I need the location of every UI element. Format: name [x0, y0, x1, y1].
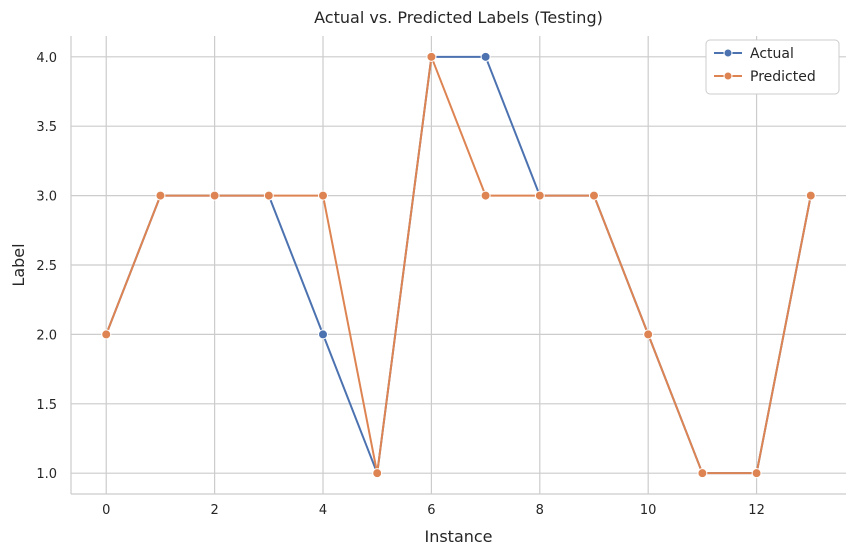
data-point-predicted — [426, 51, 437, 62]
x-axis-label: Instance — [424, 527, 492, 546]
data-point-predicted — [263, 190, 274, 201]
y-tick-label: 4.0 — [36, 51, 57, 66]
series-group — [101, 51, 816, 479]
data-point-predicted — [697, 468, 708, 479]
data-point-predicted — [372, 468, 383, 479]
data-point-predicted — [643, 329, 654, 340]
series-line-predicted — [105, 55, 812, 475]
data-point-predicted — [155, 190, 166, 201]
legend-actual-marker — [723, 48, 733, 58]
y-tick-label: 2.5 — [36, 259, 57, 274]
data-point-predicted — [805, 190, 816, 201]
data-point-predicted — [318, 190, 329, 201]
data-point-predicted — [209, 190, 220, 201]
data-point-predicted — [534, 190, 545, 201]
chart-title: Actual vs. Predicted Labels (Testing) — [314, 8, 603, 27]
x-tick-label: 12 — [748, 503, 765, 518]
y-tick-label: 3.5 — [36, 120, 57, 135]
data-point-actual — [480, 51, 491, 62]
data-point-actual — [318, 329, 329, 340]
x-tick-label: 4 — [319, 503, 327, 518]
y-tick-label: 3.0 — [36, 190, 57, 205]
axes-frame — [70, 36, 846, 495]
data-point-predicted — [588, 190, 599, 201]
data-point-predicted — [751, 468, 762, 479]
legend-predicted-label: Predicted — [750, 69, 816, 85]
y-tick-label: 1.0 — [36, 467, 57, 482]
y-axis-label: Label — [9, 243, 28, 286]
data-point-predicted — [480, 190, 491, 201]
x-tick-label: 10 — [640, 503, 657, 518]
data-point-predicted — [101, 329, 112, 340]
x-tick-labels: 0 2 4 6 8 10 12 — [102, 503, 765, 518]
x-tick-label: 2 — [210, 503, 218, 518]
legend-predicted-marker — [723, 71, 733, 81]
y-tick-label: 1.5 — [36, 398, 57, 413]
y-tick-label: 2.0 — [36, 328, 57, 343]
x-tick-label: 0 — [102, 503, 110, 518]
y-tick-labels: 1.0 1.5 2.0 2.5 3.0 3.5 4.0 — [36, 51, 57, 482]
x-tick-label: 8 — [536, 503, 544, 518]
x-tick-label: 6 — [427, 503, 435, 518]
legend-actual-label: Actual — [750, 46, 794, 62]
legend: Actual Predicted — [705, 39, 840, 95]
